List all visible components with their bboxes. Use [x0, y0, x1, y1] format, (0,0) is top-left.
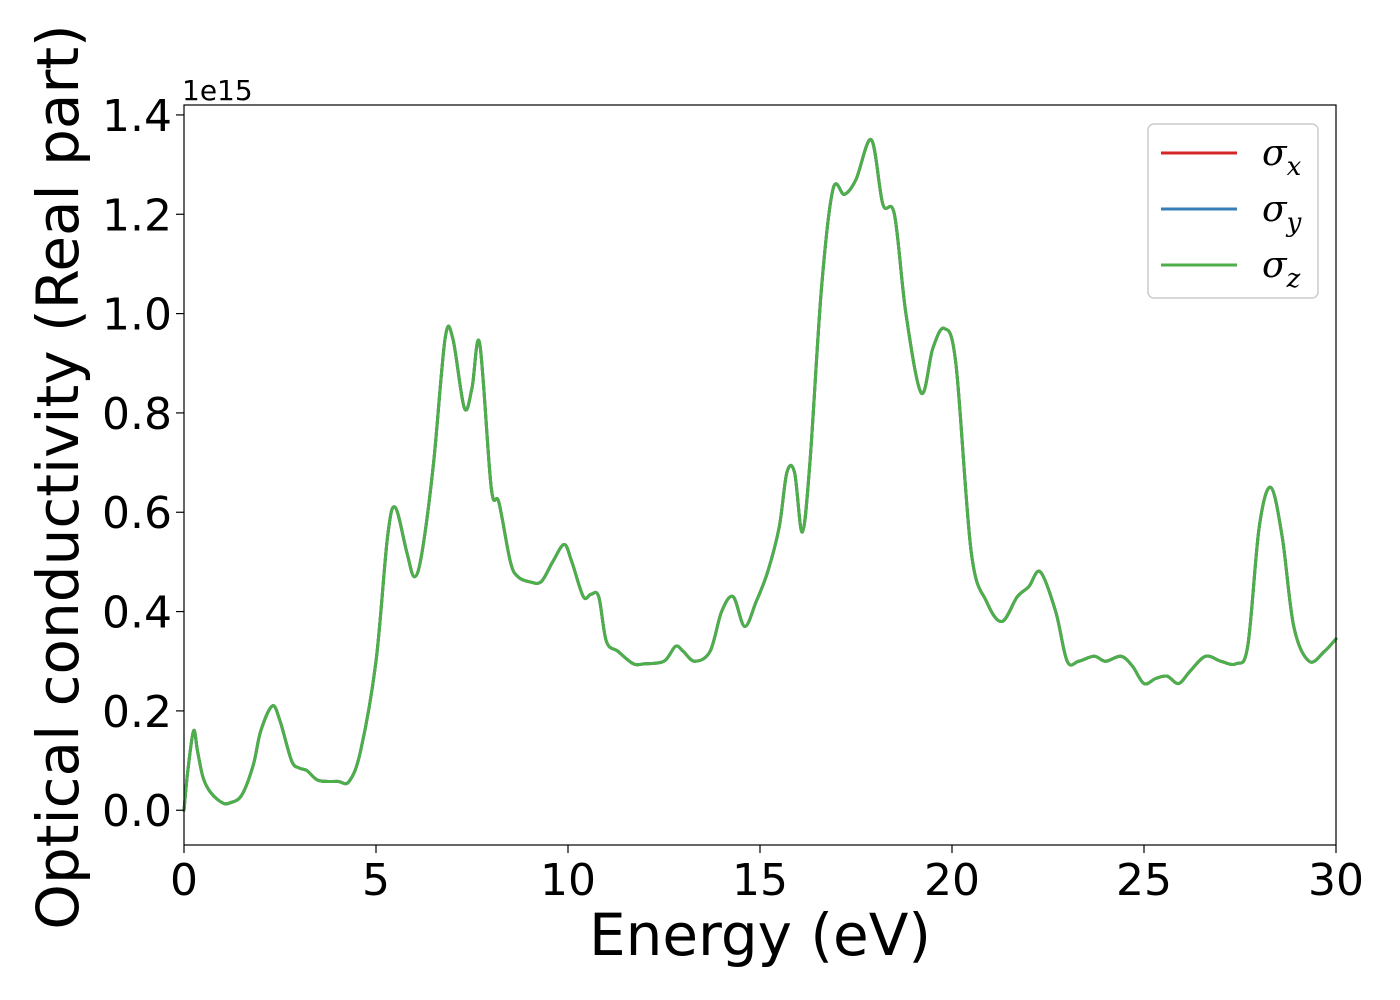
x-tick-label: 5 — [362, 855, 390, 906]
y-offset-text: 1e15 — [182, 74, 253, 107]
y-tick-label: 0.2 — [102, 687, 172, 738]
legend-label-y: σy — [1262, 189, 1302, 238]
y-tick-label: 0.0 — [102, 786, 172, 837]
y-tick-label: 1.2 — [102, 190, 172, 241]
y-tick-label: 0.6 — [102, 488, 172, 539]
y-tick-label: 1.4 — [102, 91, 172, 142]
y-axis-ticks: 0.0 0.2 0.4 0.6 0.8 1.0 1.2 1.4 — [102, 91, 184, 837]
legend-label-z: σz — [1262, 245, 1301, 294]
x-tick-label: 10 — [540, 855, 596, 906]
x-tick-label: 0 — [170, 855, 198, 906]
legend-box — [1147, 123, 1319, 299]
y-tick-label: 0.8 — [102, 389, 172, 440]
x-axis-ticks: 0 5 10 15 20 25 30 — [170, 845, 1364, 906]
x-tick-label: 30 — [1308, 855, 1364, 906]
legend-label-x: σx — [1262, 133, 1302, 182]
x-tick-label: 15 — [732, 855, 788, 906]
y-axis-title: Optical conductivity (Real part) — [24, 24, 92, 929]
x-tick-label: 20 — [924, 855, 980, 906]
series-layer — [182, 138, 1338, 812]
x-tick-label: 25 — [1116, 855, 1172, 906]
series-line-z — [182, 138, 1338, 812]
y-tick-label: 1.0 — [102, 290, 172, 341]
legend: σx σy σz — [1147, 123, 1319, 299]
x-axis-title: Energy (eV) — [589, 901, 931, 969]
y-tick-label: 0.4 — [102, 588, 172, 639]
